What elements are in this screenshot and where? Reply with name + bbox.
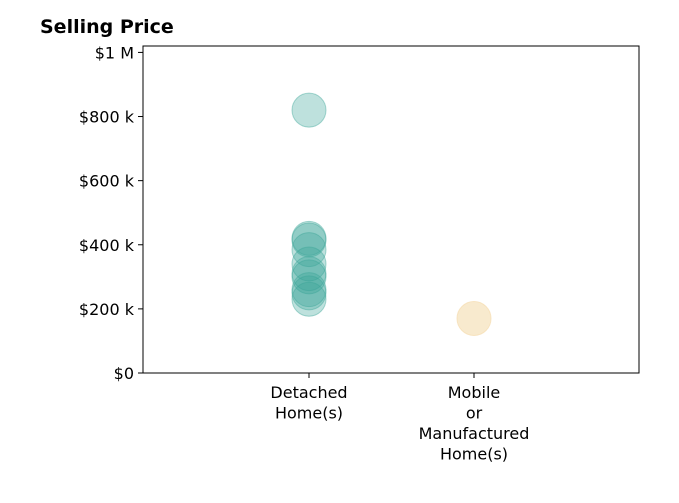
data-point xyxy=(291,220,327,256)
plot-area-frame xyxy=(142,45,640,374)
data-points xyxy=(291,92,492,336)
data-point xyxy=(291,256,327,292)
x-tick-label: Detached Home(s) xyxy=(270,383,347,423)
x-tick-label: Mobile or Manufactured Home(s) xyxy=(419,383,530,464)
y-tick-label: $200 k xyxy=(79,300,135,319)
y-tick-label: $800 k xyxy=(79,108,135,127)
data-point xyxy=(291,259,327,295)
y-tick-label: $1 M xyxy=(95,43,134,62)
data-point xyxy=(291,246,327,282)
data-point xyxy=(291,281,327,317)
y-axis: $0 $200 k $400 k $600 k $800 k $1 M xyxy=(79,43,143,383)
y-tick-label: $400 k xyxy=(79,236,135,255)
chart-title: Selling Price xyxy=(40,16,174,38)
x-axis: Detached Home(s) Mobile or Manufactured Home(… xyxy=(270,373,529,464)
data-point xyxy=(456,301,492,336)
y-tick-label: $600 k xyxy=(79,172,135,191)
data-point xyxy=(291,92,327,128)
data-point xyxy=(291,222,327,258)
data-point xyxy=(291,272,327,308)
data-point xyxy=(291,232,327,268)
data-point xyxy=(291,275,327,311)
y-tick-label: $0 xyxy=(114,364,134,383)
